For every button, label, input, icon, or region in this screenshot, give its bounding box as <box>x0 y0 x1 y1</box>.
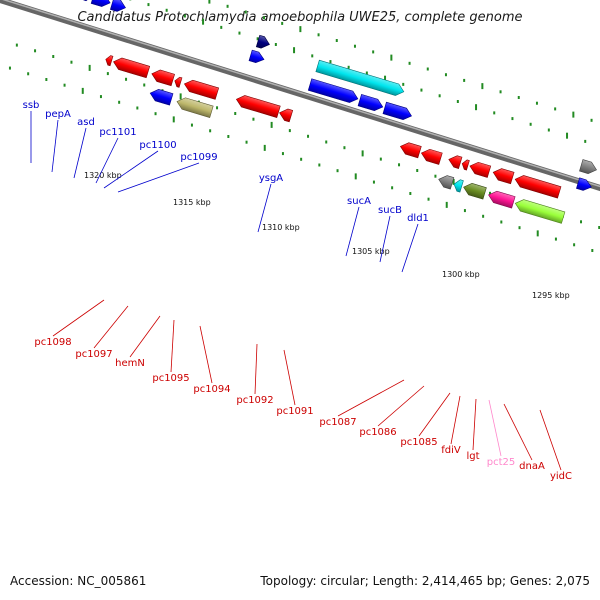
gene-label-pc1098: pc1098 <box>34 337 71 348</box>
gene-label-pc1099: pc1099 <box>180 152 217 163</box>
leader-line <box>283 349 296 406</box>
gene-blue-5 <box>110 0 126 12</box>
gene-red-3 <box>461 159 470 171</box>
gene-dnaA <box>514 175 562 199</box>
leader-line <box>254 343 258 395</box>
gene-red-2 <box>174 76 183 88</box>
gene-blue-4 <box>83 0 92 2</box>
gene-label-yidC: yidC <box>550 471 572 482</box>
leader-line <box>488 399 502 457</box>
gene-label-dld1: dld1 <box>407 213 429 224</box>
leader-line <box>52 299 105 337</box>
leader-line <box>379 215 391 263</box>
gene-label-sucB: sucB <box>378 205 402 216</box>
gene-label-ysgA: ysgA <box>259 173 283 184</box>
genome-backbone <box>0 0 600 192</box>
gene-pc1098 <box>113 57 151 79</box>
gene-fdiV <box>469 161 492 178</box>
gene-olive-1 <box>463 183 487 200</box>
gene-label-pc1094: pc1094 <box>193 384 230 395</box>
leader-line <box>257 183 272 233</box>
kbp-marker: 1300 kbp <box>442 270 480 279</box>
gene-blue-9 <box>576 177 592 191</box>
gene-label-ssb: ssb <box>23 100 40 111</box>
leader-line <box>93 305 129 349</box>
gene-label-pc1097: pc1097 <box>75 349 112 360</box>
leader-line <box>337 379 405 417</box>
gene-pc1095 <box>149 89 174 106</box>
gene-yidC <box>514 199 566 224</box>
gene-pct25 <box>488 190 516 209</box>
gene-ysgA <box>255 34 270 49</box>
gene-label-pc1085: pc1085 <box>400 437 437 448</box>
gene-label-asd: asd <box>77 117 95 128</box>
gene-grey-1 <box>438 175 455 190</box>
gene-right-1 <box>579 159 597 174</box>
leader-line <box>73 127 87 179</box>
leader-line <box>418 392 451 437</box>
map-title: Candidatus Protochlamydia amoebophila UW… <box>77 10 523 25</box>
gene-label-hemN: hemN <box>115 358 145 369</box>
kbp-marker: 1295 kbp <box>532 291 570 300</box>
gene-lgt <box>492 168 515 185</box>
gene-dld1 <box>382 101 412 121</box>
gene-cyan-1 <box>453 179 464 193</box>
gene-blue-6 <box>248 49 265 63</box>
gene-label-pc1095: pc1095 <box>152 373 189 384</box>
kbp-marker: 1320 kbp <box>84 171 122 180</box>
gene-label-pepA: pepA <box>45 109 71 120</box>
gene-pc1097 <box>151 69 175 87</box>
gene-pc1086 <box>420 148 443 165</box>
leader-line <box>345 206 360 257</box>
gene-label-pc1086: pc1086 <box>359 427 396 438</box>
accession-text: Accession: NC_005861 <box>10 574 147 588</box>
gene-label-fdiV: fdiV <box>441 445 461 456</box>
leader-line <box>103 150 159 189</box>
leader-line <box>377 385 425 427</box>
gene-pc1087 <box>399 142 422 159</box>
gene-pc1091 <box>279 108 294 123</box>
gene-hemN <box>183 79 220 100</box>
leader-line <box>472 398 477 451</box>
gene-label-pc1100: pc1100 <box>139 140 176 151</box>
gene-blue-8 <box>357 93 384 112</box>
leader-line <box>117 162 200 193</box>
gene-pc1092 <box>235 95 281 118</box>
gene-label-pc1101: pc1101 <box>99 127 136 138</box>
kbp-marker: 1315 kbp <box>173 198 211 207</box>
gene-label-pc1092: pc1092 <box>236 395 273 406</box>
gene-label-lgt: lgt <box>466 451 479 462</box>
topology-text: Topology: circular; Length: 2,414,465 bp… <box>260 574 590 588</box>
leader-line <box>170 319 175 373</box>
gene-sucA <box>315 59 405 96</box>
kbp-marker: 1305 kbp <box>352 247 390 256</box>
gene-label-pc1087: pc1087 <box>319 417 356 428</box>
gene-red-1 <box>105 55 114 67</box>
leader-line <box>129 315 161 358</box>
leader-line <box>539 409 562 471</box>
leader-line <box>51 119 59 173</box>
leader-line <box>95 137 119 184</box>
leader-line <box>503 403 533 461</box>
leader-line <box>401 223 419 273</box>
gene-pc1085 <box>448 155 463 169</box>
gene-label-pc1091: pc1091 <box>276 406 313 417</box>
gene-pc1094 <box>176 97 214 118</box>
gene-pc1099 <box>90 0 111 7</box>
gene-label-dnaA: dnaA <box>519 461 545 472</box>
leader-line <box>199 325 213 384</box>
gene-label-pct25: pct25 <box>487 457 516 468</box>
genome-backbone-highlight <box>2 0 600 188</box>
leader-line <box>450 395 461 445</box>
gene-blue-7 <box>307 78 359 103</box>
kbp-marker: 1310 kbp <box>262 223 300 232</box>
gene-label-sucA: sucA <box>347 196 371 207</box>
